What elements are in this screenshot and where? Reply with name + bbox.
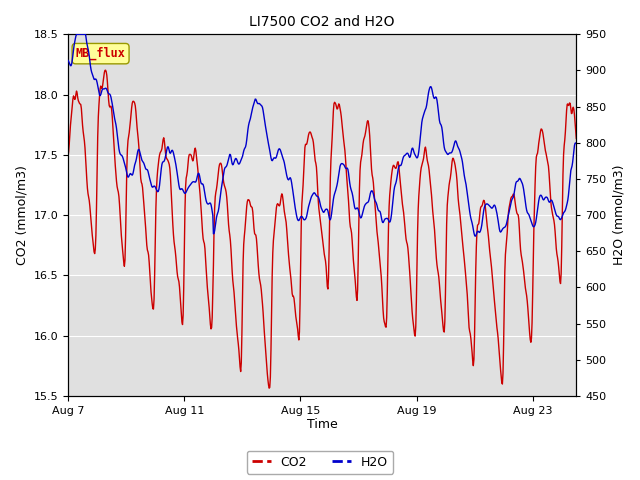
Title: LI7500 CO2 and H2O: LI7500 CO2 and H2O	[250, 15, 395, 29]
Bar	[68, 155, 576, 276]
Y-axis label: CO2 (mmol/m3): CO2 (mmol/m3)	[15, 165, 28, 265]
Bar	[68, 35, 576, 396]
Text: MB_flux: MB_flux	[76, 47, 125, 60]
Y-axis label: H2O (mmol/m3): H2O (mmol/m3)	[612, 165, 625, 265]
Legend: CO2, H2O: CO2, H2O	[247, 451, 393, 474]
X-axis label: Time: Time	[307, 419, 337, 432]
